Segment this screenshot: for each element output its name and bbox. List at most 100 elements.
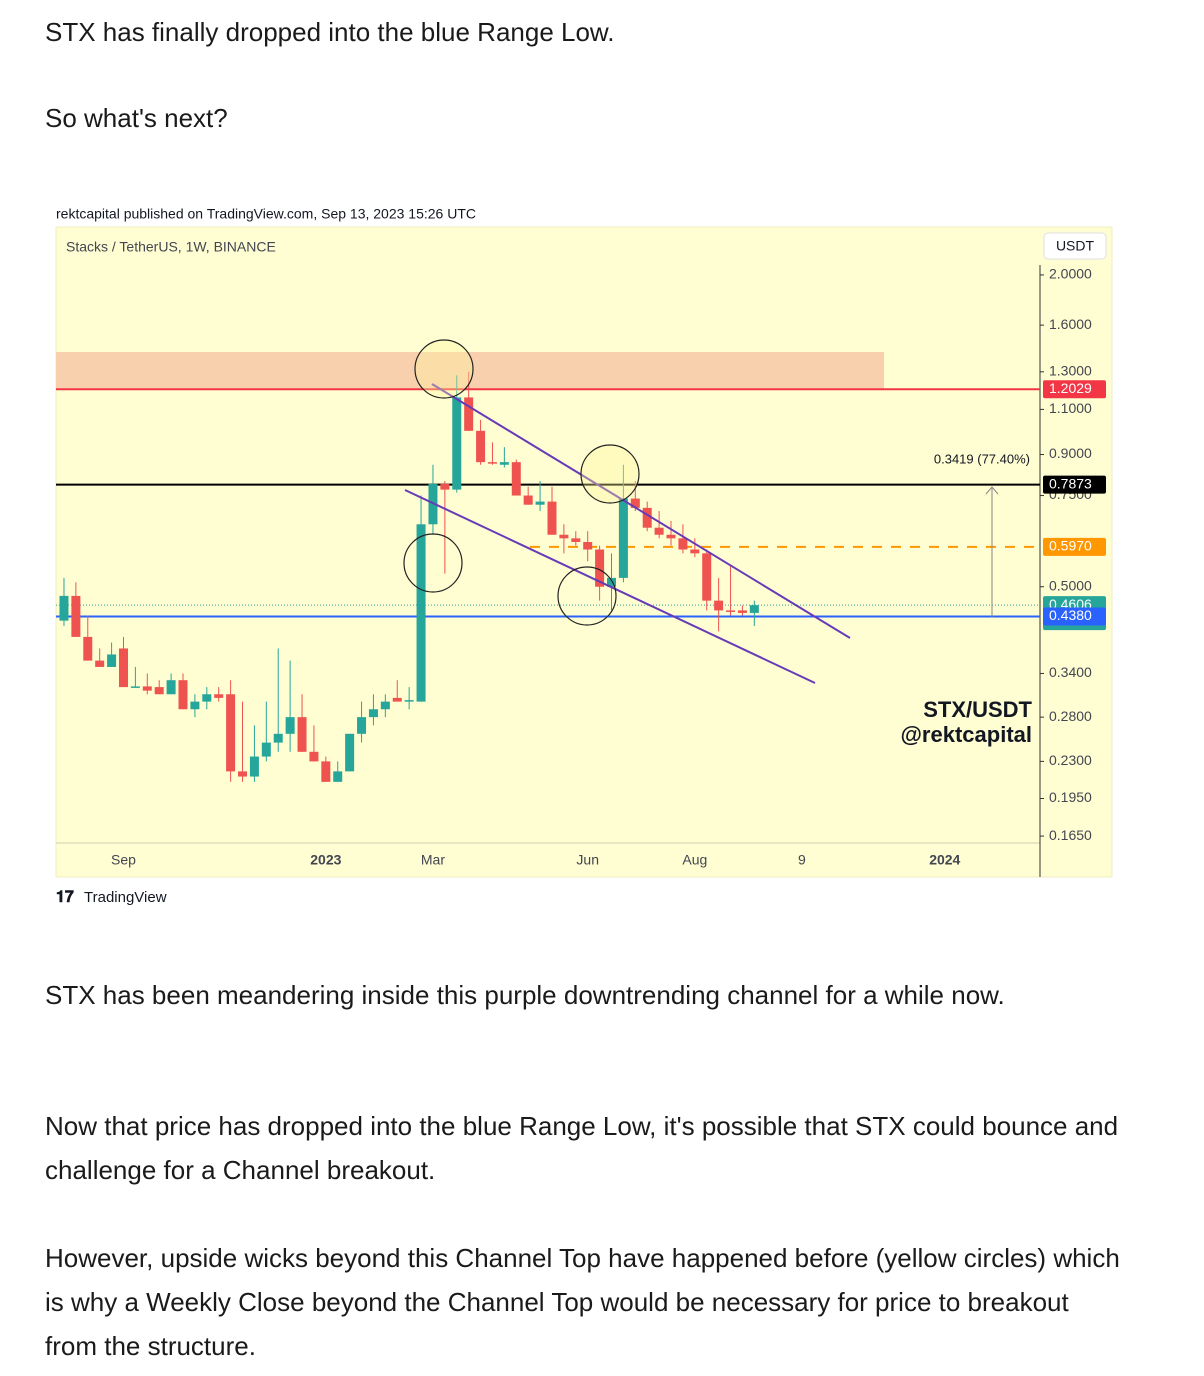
candle-body	[214, 694, 224, 698]
candle-body	[618, 498, 628, 578]
candle-body	[452, 397, 462, 490]
price-label-box	[1043, 380, 1106, 399]
measure-arrow	[985, 486, 999, 495]
price-label: 0.7873	[1049, 475, 1092, 491]
candle-body	[404, 700, 414, 702]
candle-body	[464, 397, 474, 431]
x-tick-label: 2024	[929, 852, 960, 868]
candle-body	[666, 534, 676, 539]
candle-body	[487, 462, 497, 464]
x-tick-label: Sep	[111, 852, 136, 868]
candle-body	[238, 771, 248, 777]
y-tick-label: 1.1000	[1049, 400, 1092, 416]
candle-body	[523, 495, 533, 505]
candle-body	[142, 686, 152, 691]
candle-body	[83, 636, 93, 661]
candle-body	[714, 600, 724, 611]
channel-bottom	[404, 489, 816, 684]
byline: rektcapital published on TradingView.com…	[56, 206, 476, 222]
candle-body	[118, 648, 128, 688]
price-label-box	[1043, 537, 1106, 556]
candle-body	[535, 501, 545, 505]
candle-body	[226, 694, 236, 772]
x-tick-label: Jun	[576, 852, 599, 868]
candle-body	[392, 697, 402, 702]
candle-body	[380, 701, 390, 710]
candle-body	[357, 717, 367, 734]
y-tick-label: 0.1650	[1049, 827, 1092, 843]
candle-body	[416, 524, 426, 702]
candle-body	[309, 751, 319, 762]
candle-body	[702, 553, 712, 601]
channel-top	[431, 383, 851, 639]
paragraph: However, upside wicks beyond this Channe…	[45, 1243, 1120, 1361]
candle-body	[499, 462, 509, 465]
candle-body	[154, 687, 164, 695]
candle-body	[261, 742, 271, 757]
y-tick-label: 0.9000	[1049, 445, 1092, 461]
candle-body	[571, 538, 581, 543]
chart-background	[55, 226, 1113, 878]
highlight-circle	[580, 444, 640, 504]
candle-body	[690, 549, 700, 554]
candle-body	[107, 654, 117, 667]
logo: TradingView	[84, 889, 167, 906]
symbol: Stacks / TetherUS, 1W, BINANCE	[66, 239, 276, 255]
paragraph: STX has finally dropped into the blue Ra…	[45, 17, 615, 47]
y-tick-label: 2.0000	[1049, 266, 1092, 282]
x-tick-label: 9	[798, 852, 806, 868]
candle-body	[654, 527, 664, 535]
currency: USDT	[1056, 238, 1095, 254]
candle-body	[559, 534, 569, 539]
candle-body	[547, 501, 557, 535]
candle-body	[190, 701, 200, 710]
y-tick-label: 0.5000	[1049, 577, 1092, 593]
candle-body	[642, 507, 652, 528]
candle-body	[368, 709, 378, 718]
price-label: 1.2029	[1049, 380, 1092, 396]
logo-mark: 𝟏𝟕	[56, 889, 74, 906]
y-tick-label: 0.2300	[1049, 752, 1092, 768]
candle-body	[678, 538, 688, 550]
candle-body	[476, 430, 486, 463]
y-tick-label: 0.1950	[1049, 789, 1092, 805]
paragraph: Now that price has dropped into the blue…	[45, 1111, 1119, 1185]
y-tick-label: 1.6000	[1049, 316, 1092, 332]
paragraph: So what's next?	[45, 103, 228, 133]
candle-body	[95, 660, 105, 667]
candle-body	[202, 694, 212, 702]
candle-body	[630, 498, 640, 508]
candle-body	[333, 771, 343, 782]
watermark: STX/USDT	[923, 697, 1032, 722]
highlight-circle	[403, 533, 463, 593]
price-label: 0.4380	[1049, 607, 1092, 623]
candle-body	[607, 577, 617, 587]
candle-body	[297, 717, 307, 752]
measure-label: 0.3419 (77.40%)	[934, 451, 1030, 466]
watermark: @rektcapital	[900, 722, 1032, 747]
y-tick-label: 0.3400	[1049, 664, 1092, 680]
candle-body	[59, 595, 69, 621]
chart: rektcapital published on TradingView.com…	[55, 206, 1113, 906]
candle-body	[583, 542, 593, 550]
x-tick-label: Aug	[682, 852, 707, 868]
paragraph: STX has been meandering inside this purp…	[45, 980, 1005, 1010]
highlight-circle	[414, 339, 474, 399]
price-label: 0.5970	[1049, 538, 1092, 554]
candle-body	[71, 595, 81, 637]
candle-body	[737, 610, 747, 613]
currency-button[interactable]	[1043, 232, 1107, 260]
price-label-box	[1043, 607, 1106, 626]
candle-body	[321, 761, 331, 782]
candle-body	[345, 733, 355, 772]
candle-body	[273, 733, 283, 743]
candle-body	[166, 680, 176, 695]
candle-body	[511, 462, 521, 496]
x-tick-label: Mar	[421, 852, 445, 868]
candle-body	[249, 756, 259, 777]
candle-body	[130, 686, 140, 688]
price-label-box	[1043, 475, 1106, 494]
x-tick-label: 2023	[310, 852, 341, 868]
candle-body	[285, 717, 295, 734]
candle-body	[440, 483, 450, 490]
